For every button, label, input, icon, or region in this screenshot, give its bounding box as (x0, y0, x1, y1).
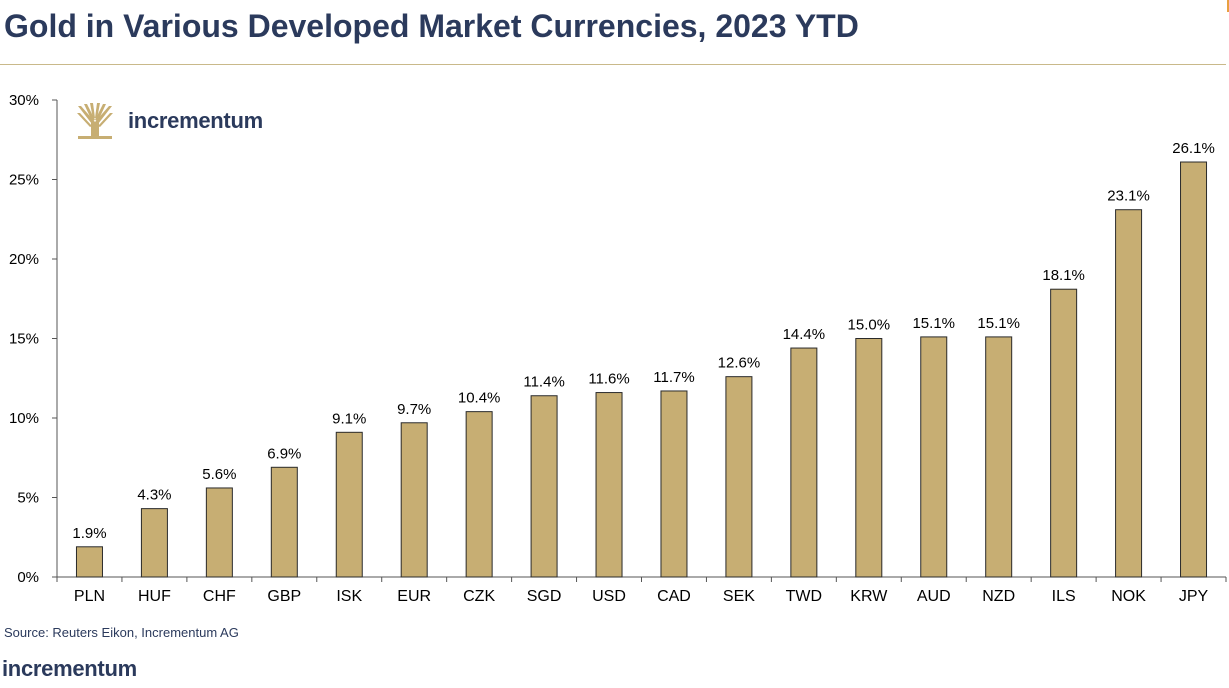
chart-title: Gold in Various Developed Market Currenc… (4, 8, 859, 44)
logo-wordmark: incrementum (128, 108, 263, 133)
data-label: 4.3% (137, 487, 171, 504)
bar-ils (1050, 288, 1078, 578)
category-label: CZK (463, 588, 495, 605)
data-label: 23.1% (1107, 188, 1150, 205)
category-label: SEK (723, 588, 755, 605)
bar-chart: 0% 5% 10% 15% 20% 25% 30% 1.9% PLN 4.3% HUF 5.6% CHF… (9, 92, 1227, 605)
data-label: 6.9% (267, 445, 301, 462)
data-label: 15.1% (912, 315, 955, 332)
data-label: 11.7% (653, 369, 694, 386)
corner-accent (1227, 0, 1229, 12)
data-label: 11.6% (588, 371, 629, 388)
category-label: EUR (397, 588, 431, 605)
y-tick-label: 25% (9, 172, 39, 189)
incrementum-logo: incrementum (76, 102, 263, 140)
category-label: JPY (1179, 588, 1209, 605)
category-label: CHF (203, 588, 236, 605)
bar-pln (75, 546, 103, 578)
y-tick-label: 0% (17, 569, 39, 586)
category-label: USD (592, 588, 626, 605)
category-label: GBP (267, 588, 301, 605)
category-label: TWD (786, 588, 822, 605)
bar-sek (725, 376, 753, 578)
bar-aud (920, 336, 948, 578)
data-label: 14.4% (783, 326, 826, 343)
bar-isk (335, 431, 363, 578)
data-label: 15.0% (848, 317, 891, 334)
data-label: 5.6% (202, 466, 236, 483)
footer-brand: incrementum (2, 656, 137, 681)
data-label: 9.7% (397, 401, 431, 418)
data-label: 12.6% (718, 355, 761, 372)
bar-chf (205, 487, 233, 578)
category-label: PLN (74, 588, 105, 605)
data-label: 18.1% (1042, 267, 1085, 284)
bar-sgd (530, 395, 558, 578)
bar-gbp (270, 466, 298, 578)
category-label: NOK (1111, 588, 1146, 605)
bar-usd (595, 392, 623, 578)
category-label: ILS (1052, 588, 1076, 605)
bar-twd (790, 347, 818, 578)
y-tick-label: 5% (17, 490, 39, 507)
bar-krw (855, 338, 883, 578)
category-label: KRW (850, 588, 888, 605)
category-label: SGD (527, 588, 562, 605)
tree-logo-icon (77, 103, 113, 139)
y-tick-label: 10% (9, 410, 39, 427)
data-label: 11.4% (523, 374, 564, 391)
category-label: HUF (138, 588, 171, 605)
category-label: CAD (657, 588, 691, 605)
category-label: ISK (336, 588, 362, 605)
data-label: 26.1% (1172, 140, 1215, 157)
bar-cad (660, 390, 688, 578)
data-label: 9.1% (332, 410, 366, 427)
bar-jpy (1180, 161, 1208, 578)
data-label: 1.9% (72, 525, 106, 542)
data-label: 15.1% (977, 315, 1020, 332)
category-label: AUD (917, 588, 951, 605)
y-tick-label: 20% (9, 251, 39, 268)
source-note: Source: Reuters Eikon, Incrementum AG (4, 625, 239, 640)
bar-czk (465, 411, 493, 578)
bar-huf (140, 508, 168, 578)
y-tick-label: 15% (9, 331, 39, 348)
bar-nok (1115, 209, 1143, 578)
category-label: NZD (982, 588, 1015, 605)
y-tick-label: 30% (9, 92, 39, 109)
bar-nzd (985, 336, 1013, 578)
bar-eur (400, 422, 428, 578)
title-divider (0, 64, 1226, 65)
data-label: 10.4% (458, 390, 501, 407)
